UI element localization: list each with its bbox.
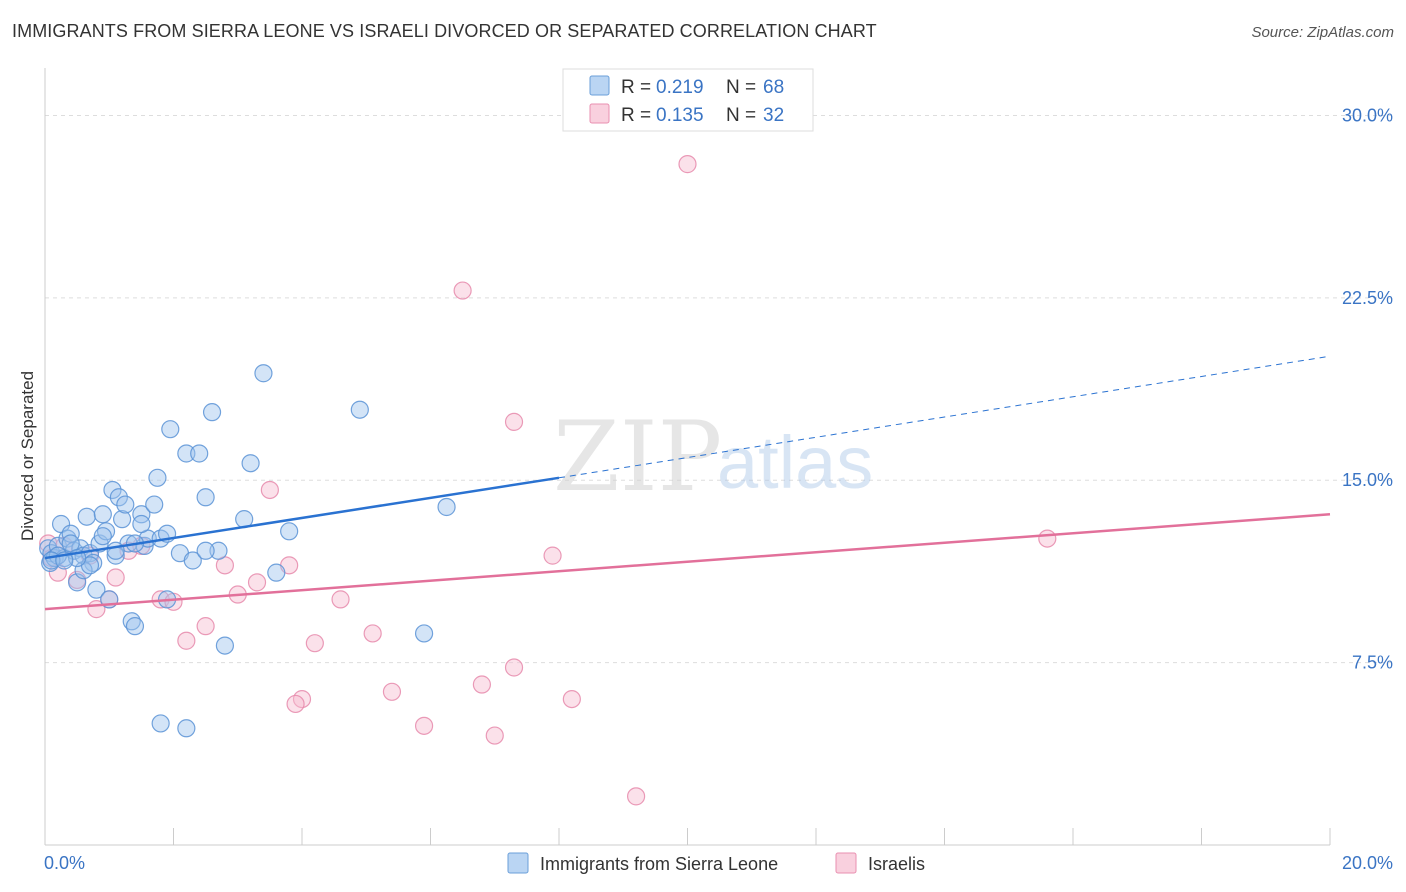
legend-top-swatch-blue (589, 75, 610, 96)
sierra-leone-point-36 (161, 420, 180, 439)
legend-bottom-swatch-blue (507, 852, 529, 874)
israelis-point-27 (504, 658, 524, 677)
israelis-point-32 (1038, 529, 1057, 548)
sierra-leone-point-52 (437, 497, 456, 517)
israelis-point-28 (543, 546, 562, 565)
legend-bottom-swatch-pink (835, 852, 857, 874)
sierra-leone-point-8 (61, 524, 80, 543)
sierra-leone-point-48 (267, 563, 286, 582)
sierra-leone-point-33 (148, 468, 167, 487)
israelis-point-17 (247, 573, 267, 592)
israelis-point-25 (453, 281, 472, 300)
sierra-leone-point-40 (190, 444, 209, 463)
sierra-leone-point-23 (109, 488, 128, 507)
series-sierra-leone (39, 364, 456, 738)
sierra-leone-point-61 (93, 527, 112, 546)
sierra-leone-point-67 (177, 719, 196, 738)
sierra-leone-point-47 (254, 364, 273, 383)
sierra-leone-point-54 (196, 541, 215, 560)
legend-top-n-value-blue: 68 (763, 77, 784, 98)
legend-bottom-label-blue: Immigrants from Sierra Leone (540, 854, 778, 874)
israelis-point-26 (504, 412, 524, 431)
trend-sierra-leone-dashed (558, 355, 1331, 479)
y-axis-title: Divorced or Separated (18, 371, 37, 541)
israelis-point-35 (485, 726, 504, 745)
trend-israelis-solid (44, 513, 1331, 611)
chart-title: IMMIGRANTS FROM SIERRA LEONE VS ISRAELI … (12, 21, 877, 41)
trend-lines (44, 355, 1331, 611)
sierra-leone-point-46 (241, 454, 260, 473)
sierra-leone-point-60 (106, 541, 125, 560)
legend-top-n-label-blue: N = (726, 77, 756, 98)
israelis-point-20 (305, 634, 324, 653)
sierra-leone-point-43 (209, 541, 228, 560)
y-tick-label-3: 30.0% (1342, 105, 1393, 125)
sierra-leone-point-42 (202, 403, 222, 422)
israelis-point-24 (414, 716, 434, 735)
x-tick-label-1: 20.0% (1342, 853, 1393, 873)
legend-top-r-value-pink: 0.135 (656, 105, 704, 126)
axes (44, 68, 1331, 846)
x-tick-label-0: 0.0% (44, 853, 85, 873)
israelis-point-23 (382, 682, 402, 701)
sierra-leone-point-16 (87, 580, 106, 599)
sierra-leone-point-25 (116, 495, 135, 514)
watermark-atlas: atlas (717, 421, 873, 504)
watermark-zip: ZIP (553, 401, 722, 513)
sierra-leone-point-13 (77, 507, 96, 526)
y-tick-label-1: 15.0% (1342, 470, 1393, 490)
legend-top-swatch-pink (589, 103, 610, 124)
grid (45, 114, 1392, 664)
israelis-point-8 (106, 568, 125, 587)
israelis-point-18 (260, 480, 279, 500)
sierra-leone-point-18 (93, 505, 112, 524)
legend-top-n-label-pink: N = (726, 105, 756, 126)
sierra-leone-point-28 (125, 617, 145, 636)
sierra-leone-point-24 (112, 510, 132, 529)
legend-top-r-value-blue: 0.219 (656, 77, 704, 98)
sierra-leone-point-38 (177, 444, 196, 463)
tick-labels: 7.5% 15.0% 22.5% 30.0% 0.0% 20.0% (44, 105, 1393, 873)
israelis-point-34 (286, 694, 305, 714)
y-tick-label-2: 22.5% (1342, 288, 1393, 308)
israelis-point-30 (626, 787, 646, 806)
sierra-leone-point-55 (132, 514, 151, 534)
israelis-point-22 (363, 624, 382, 643)
sierra-leone-point-21 (103, 480, 122, 500)
israelis-point-36 (472, 675, 491, 694)
sierra-leone-point-66 (151, 714, 170, 733)
israelis-point-31 (678, 155, 697, 174)
legend-top-r-label-pink: R = (621, 105, 651, 126)
sierra-leone-point-41 (196, 488, 215, 507)
legend-top-r-label-blue: R = (621, 77, 651, 98)
sierra-leone-point-50 (350, 400, 369, 419)
watermark: ZIP atlas (553, 401, 873, 513)
legend-top-n-value-pink: 32 (763, 105, 784, 126)
sierra-leone-point-19 (96, 522, 116, 541)
israelis-point-29 (562, 689, 581, 709)
sierra-leone-point-49 (280, 522, 299, 541)
legend-bottom-label-pink: Israelis (868, 854, 925, 874)
legend-bottom: Immigrants from Sierra Leone Israelis (507, 852, 925, 874)
israelis-point-14 (196, 617, 215, 636)
y-tick-label-0: 7.5% (1352, 653, 1393, 673)
sierra-leone-point-44 (215, 636, 234, 655)
israelis-point-13 (177, 631, 196, 650)
israelis-point-21 (331, 590, 350, 609)
source-credit: Source: ZipAtlas.com (1251, 24, 1394, 41)
legend-top: R = 0.219 N = 68 R = 0.135 N = 32 (562, 68, 814, 132)
sierra-leone-point-27 (122, 612, 141, 631)
sierra-leone-point-51 (414, 624, 434, 643)
sierra-leone-point-32 (145, 495, 164, 514)
sierra-leone-point-39 (183, 551, 202, 570)
trend-sierra-leone-solid (44, 476, 560, 560)
sierra-leone-point-29 (132, 505, 151, 524)
